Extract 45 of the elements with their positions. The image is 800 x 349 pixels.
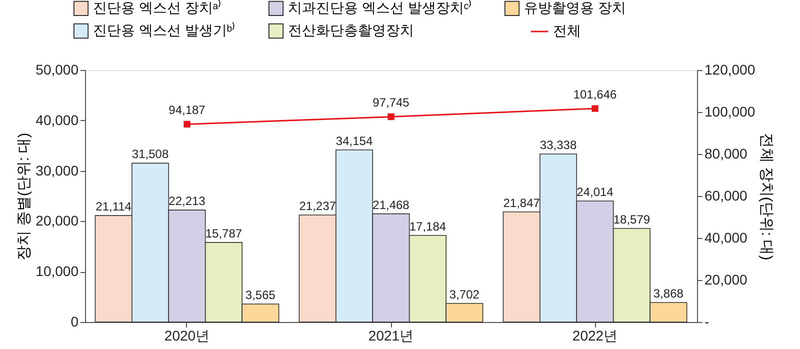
data-label: 17,184 xyxy=(409,219,446,234)
data-label: 18,579 xyxy=(613,212,650,226)
y2-tick-label: 20,000 xyxy=(704,272,748,288)
data-label: 33,338 xyxy=(540,138,577,152)
point xyxy=(184,120,190,128)
y-axis-title: 장치 종별(단위: 대) xyxy=(16,132,33,260)
data-label: 97,745 xyxy=(372,96,410,110)
point xyxy=(388,113,394,120)
y2-tick-label: 80,000 xyxy=(704,146,748,162)
data-label: 3,565 xyxy=(245,288,276,302)
data-label: 21,114 xyxy=(96,200,132,214)
y-tick-label: 20,000 xyxy=(36,212,79,229)
point xyxy=(592,105,598,112)
y2-tick-label: 40,000 xyxy=(704,230,748,246)
y-tick-label: 30,000 xyxy=(36,162,79,178)
data-label: 3,702 xyxy=(449,287,480,302)
y-tick-label: 10,000 xyxy=(36,263,79,280)
data-label: 101,646 xyxy=(573,88,618,102)
data-label: 21,237 xyxy=(299,198,336,213)
x-tick-label: 2020년 xyxy=(164,328,210,344)
legend-label: 진단용 엑스선 발생기ᵇ⁾ xyxy=(93,22,236,38)
x-tick-label: 2021년 xyxy=(368,328,414,344)
data-label: 24,014 xyxy=(576,184,614,199)
data-label: 21,468 xyxy=(372,198,410,212)
data-label: 21,847 xyxy=(503,196,540,210)
data-label: 94,187 xyxy=(168,103,206,118)
y2-tick-label: 60,000 xyxy=(704,188,748,204)
legend-label: 전체 xyxy=(553,22,581,38)
legend-label: 유방촬영용 장치 xyxy=(524,0,626,16)
data-label: 3,868 xyxy=(653,286,684,301)
legend-label: 전산화단층촬영장치 xyxy=(288,22,414,38)
y2-axis-title: 전체 장치(단위: 대) xyxy=(758,132,776,260)
y-tick-label: 50,000 xyxy=(36,62,79,78)
legend-label: 치과진단용 엑스선 발생장치ᶜ⁾ xyxy=(288,0,472,16)
y2-tick-label: 100,000 xyxy=(704,104,756,120)
y-tick-label: 0 xyxy=(70,314,79,330)
y2-tick-label: 120,000 xyxy=(704,62,756,78)
data-label: 31,508 xyxy=(132,147,169,162)
data-label: 22,213 xyxy=(168,194,206,208)
data-label: 15,787 xyxy=(205,226,242,240)
y-tick-label: 40,000 xyxy=(36,112,79,128)
data-label: 34,154 xyxy=(336,134,373,148)
y2-tick-label: - xyxy=(704,314,710,330)
legend-label: 진단용 엑스선 장치ᵃ⁾ xyxy=(93,0,221,16)
x-tick-label: 2022년 xyxy=(572,328,618,344)
